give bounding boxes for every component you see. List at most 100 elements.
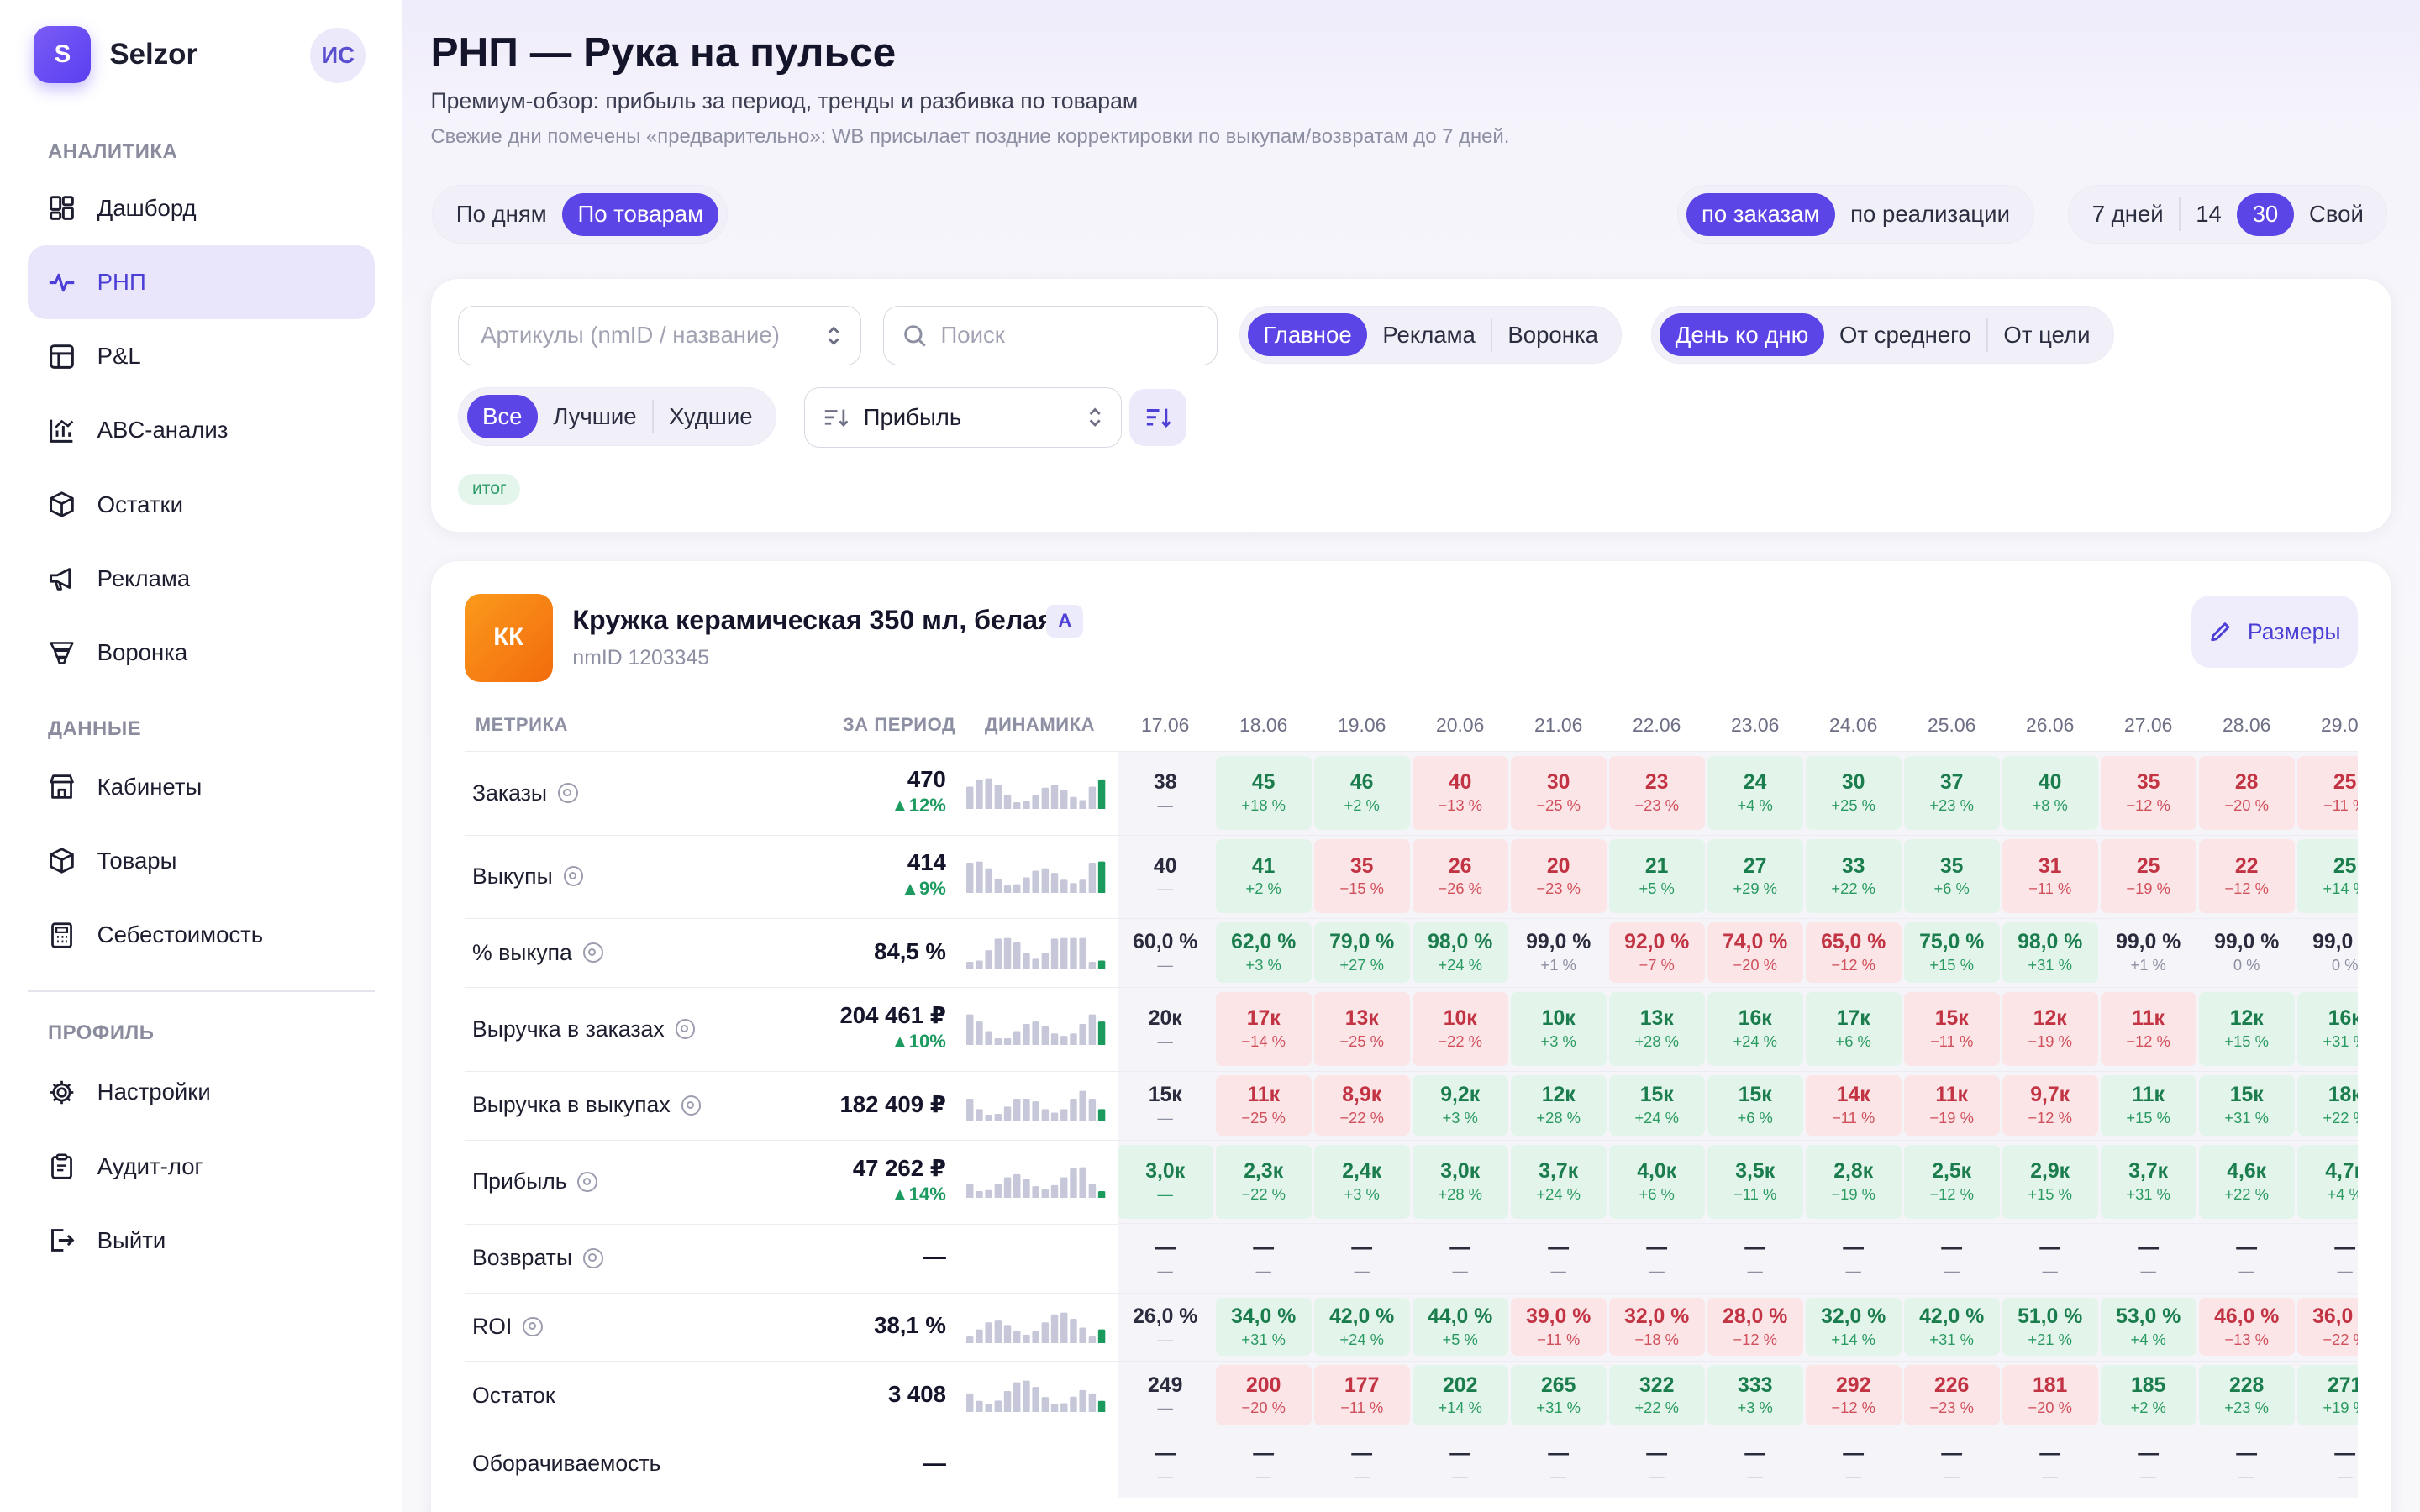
day-cell[interactable]: — — bbox=[2002, 1435, 2098, 1494]
day-cell[interactable]: 31 −11 % bbox=[2002, 839, 2098, 914]
sort-select[interactable]: Прибыль bbox=[803, 387, 1123, 448]
day-cell[interactable]: — — bbox=[1904, 1435, 2000, 1494]
day-cell[interactable]: 42,0 % +24 % bbox=[1313, 1297, 1410, 1357]
rank-option-1[interactable]: Лучшие bbox=[553, 402, 637, 429]
day-cell[interactable]: 3,7к +31 % bbox=[2100, 1144, 2196, 1219]
day-cell[interactable]: 12к +28 % bbox=[1510, 1075, 1607, 1136]
day-cell[interactable]: 51,0 % +21 % bbox=[2002, 1297, 2098, 1357]
day-cell[interactable]: 60,0 % — bbox=[1118, 922, 1213, 983]
sidebar-item-1[interactable]: РНП bbox=[28, 245, 376, 320]
day-cell[interactable]: 25−11 % bbox=[2296, 755, 2359, 831]
day-cell[interactable]: — — bbox=[1118, 1228, 1213, 1289]
day-cell[interactable]: — — bbox=[2199, 1228, 2295, 1289]
rank-option-0[interactable]: Все bbox=[466, 395, 538, 438]
period-option-3[interactable]: Свой bbox=[2308, 201, 2364, 228]
day-cell[interactable]: 32,0 % −18 % bbox=[1608, 1297, 1705, 1357]
day-cell[interactable]: 99,0 % +1 % bbox=[2101, 922, 2196, 983]
day-cell[interactable]: 35 −12 % bbox=[2100, 755, 2196, 831]
day-cell[interactable]: 2,5к −12 % bbox=[1903, 1144, 2000, 1219]
day-cell[interactable]: 4,7к+4 % bbox=[2296, 1144, 2359, 1219]
day-cell[interactable]: 2,4к +3 % bbox=[1313, 1144, 1410, 1219]
info-icon[interactable] bbox=[563, 866, 584, 887]
info-icon[interactable] bbox=[675, 1019, 696, 1039]
metric-group-option-2[interactable]: Воронка bbox=[1507, 321, 1598, 348]
day-cell[interactable]: 249 — bbox=[1118, 1365, 1213, 1425]
day-cell[interactable]: — — bbox=[1314, 1435, 1410, 1494]
day-cell[interactable]: 28,0 % −12 % bbox=[1707, 1297, 1803, 1357]
day-cell[interactable]: 16к +24 % bbox=[1707, 991, 1803, 1067]
day-cell[interactable]: 79,0 % +27 % bbox=[1313, 922, 1410, 983]
total-chip[interactable]: итог bbox=[458, 473, 521, 505]
day-cell[interactable]: — — bbox=[1609, 1435, 1705, 1494]
day-cell[interactable]: — — bbox=[1707, 1228, 1803, 1289]
sidebar-item-11[interactable]: Товары bbox=[28, 824, 375, 898]
day-cell[interactable]: 75,0 % +15 % bbox=[1903, 922, 2000, 983]
avatar[interactable]: ИС bbox=[310, 28, 366, 84]
day-cell[interactable]: 17к +6 % bbox=[1805, 991, 1902, 1067]
col-header-period[interactable]: ЗА ПЕРИОД bbox=[842, 714, 956, 736]
day-cell[interactable]: 15к −11 % bbox=[1903, 991, 2000, 1067]
day-cell[interactable]: 22 −12 % bbox=[2198, 839, 2295, 914]
day-cell[interactable]: — — bbox=[1904, 1228, 2000, 1289]
day-cell[interactable]: 14к −11 % bbox=[1805, 1075, 1902, 1136]
day-cell[interactable]: 44,0 % +5 % bbox=[1412, 1297, 1508, 1357]
day-cell[interactable]: 9,2к +3 % bbox=[1412, 1075, 1508, 1136]
day-cell[interactable]: 333 +3 % bbox=[1707, 1365, 1803, 1426]
day-cell[interactable]: 10к +3 % bbox=[1510, 991, 1607, 1067]
metric-group-option-0[interactable]: Главное bbox=[1248, 312, 1368, 357]
day-cell[interactable]: — — bbox=[1413, 1228, 1508, 1289]
day-cell[interactable]: 26,0 % — bbox=[1118, 1298, 1213, 1357]
period-option-1[interactable]: 14 bbox=[2196, 201, 2222, 228]
day-cell[interactable]: 226 −23 % bbox=[1903, 1365, 2000, 1426]
compare-option-2[interactable]: От цели bbox=[2003, 321, 2091, 348]
day-cell[interactable]: 20к — bbox=[1118, 992, 1213, 1066]
day-cell[interactable]: — — bbox=[2297, 1228, 2359, 1289]
day-cell[interactable]: 202 +14 % bbox=[1412, 1365, 1508, 1426]
sidebar-item-20[interactable]: Настройки bbox=[28, 1055, 375, 1129]
day-cell[interactable]: 292 −12 % bbox=[1805, 1365, 1902, 1426]
day-cell[interactable]: 181 −20 % bbox=[2002, 1365, 2098, 1426]
info-icon[interactable] bbox=[557, 783, 578, 803]
day-cell[interactable]: 271 +19 % bbox=[2296, 1365, 2359, 1426]
day-cell[interactable]: 2,3к −22 % bbox=[1215, 1144, 1312, 1219]
day-cell[interactable]: 15к +24 % bbox=[1608, 1075, 1705, 1136]
day-cell[interactable]: 92,0 % −7 % bbox=[1608, 922, 1705, 983]
sidebar-item-12[interactable]: Себестоимость bbox=[28, 898, 375, 972]
sidebar-item-3[interactable]: ABC-анализ bbox=[28, 393, 375, 467]
day-cell[interactable]: 18к +22 % bbox=[2296, 1075, 2359, 1136]
table-row[interactable]: Выручка в заказах 204 461 ₽ ▲10% bbox=[464, 987, 2359, 1070]
day-cell[interactable]: 2,8к −19 % bbox=[1805, 1144, 1902, 1219]
day-cell[interactable]: — — bbox=[1609, 1228, 1705, 1289]
day-cell[interactable]: 23 −23 % bbox=[1608, 755, 1705, 831]
day-cell[interactable]: 10к −22 % bbox=[1412, 991, 1508, 1067]
day-cell[interactable]: 53,0 % +4 % bbox=[2100, 1297, 2196, 1357]
day-cell[interactable]: 11к −25 % bbox=[1215, 1075, 1312, 1136]
day-cell[interactable]: 30 −25 % bbox=[1510, 755, 1607, 831]
day-cell[interactable]: 35 −15 % bbox=[1313, 839, 1410, 914]
day-cell[interactable]: 15к +31 % bbox=[2198, 1075, 2295, 1136]
day-cell[interactable]: 62,0 % +3 % bbox=[1215, 922, 1312, 983]
day-cell[interactable]: 99,0 % +1 % bbox=[1511, 922, 1607, 983]
day-cell[interactable]: 30 +25 % bbox=[1805, 755, 1902, 831]
sidebar-item-22[interactable]: Выйти bbox=[28, 1204, 375, 1278]
day-cell[interactable]: 16к+31 % bbox=[2296, 991, 2359, 1067]
day-cell[interactable]: 33 +22 % bbox=[1805, 839, 1902, 914]
day-cell[interactable]: — — bbox=[2002, 1228, 2098, 1289]
day-cell[interactable]: 37 +23 % bbox=[1903, 755, 2000, 831]
day-cell[interactable]: 32,0 % +14 % bbox=[1805, 1297, 1902, 1357]
day-cell[interactable]: 24 +4 % bbox=[1707, 755, 1803, 831]
day-cell[interactable]: 228 +23 % bbox=[2198, 1365, 2295, 1426]
period-option-2[interactable]: 30 bbox=[2237, 192, 2294, 236]
day-cell[interactable]: 74,0 % −20 % bbox=[1707, 922, 1803, 983]
day-cell[interactable]: 265 +31 % bbox=[1510, 1365, 1607, 1426]
day-cell[interactable]: — — bbox=[1118, 1435, 1213, 1494]
day-cell[interactable]: 20 −23 % bbox=[1510, 839, 1607, 914]
day-cell[interactable]: 17к −14 % bbox=[1215, 991, 1312, 1067]
day-cell[interactable]: — — bbox=[1707, 1435, 1803, 1494]
day-cell[interactable]: 27 +29 % bbox=[1707, 839, 1803, 914]
day-cell[interactable]: 38— bbox=[1118, 756, 1213, 830]
sidebar-item-4[interactable]: Остатки bbox=[28, 468, 375, 542]
view-option-1[interactable]: По товарам bbox=[562, 192, 719, 236]
day-cell[interactable]: 3,0к — bbox=[1117, 1144, 1213, 1219]
day-cell[interactable]: 12к +15 % bbox=[2198, 991, 2295, 1067]
